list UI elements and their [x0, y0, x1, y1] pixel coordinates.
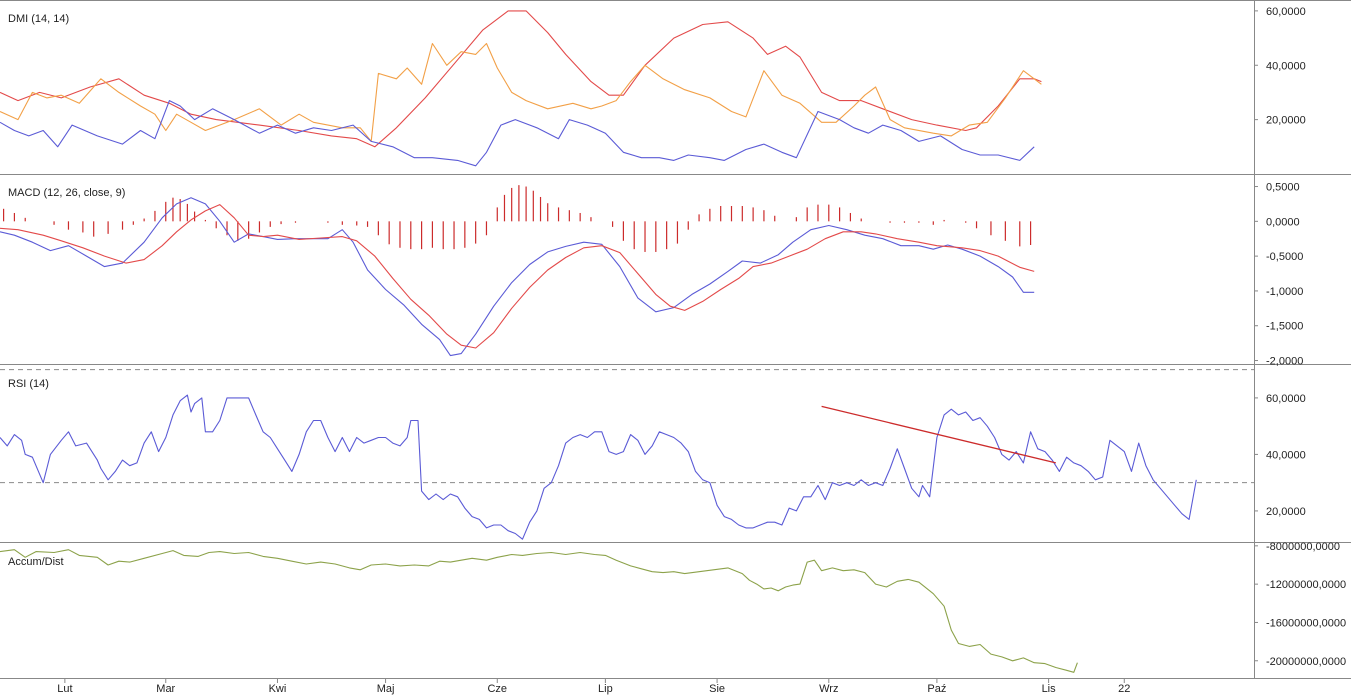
macd-series-line-1 [0, 204, 1035, 349]
panel-title-rsi: RSI (14) [8, 378, 49, 390]
x-tick-label-0: Lut [57, 683, 72, 695]
x-tick-label-2: Kwi [269, 683, 287, 695]
series-lines [0, 10, 1197, 673]
accum-dist-series-line-0 [0, 549, 1078, 673]
x-axis-ticks: Lut Mar Kwi Maj Cze Lip Sie Wrz Paź Lis 22 [57, 678, 1130, 695]
rsi-reference-lines [0, 369, 1254, 484]
rsi-trendline [821, 405, 1056, 464]
macd-ytick-label-4: -1,5000 [1266, 321, 1303, 333]
x-tick-label-10: 22 [1118, 683, 1130, 695]
accum-dist-ytick-label-1: -12000000,0000 [1266, 579, 1346, 591]
dmi-ytick-label-0: 60,0000 [1266, 6, 1306, 18]
dmi-ytick-label-2: 20,0000 [1266, 115, 1306, 127]
rsi-series-line-0 [0, 394, 1197, 540]
x-tick-label-5: Lip [598, 683, 613, 695]
x-tick-label-3: Maj [377, 683, 395, 695]
x-tick-label-9: Lis [1042, 683, 1057, 695]
macd-histogram [3, 185, 1032, 252]
macd-ytick-label-2: -0,5000 [1266, 251, 1303, 263]
dmi-series-line-0 [0, 10, 1042, 148]
dmi-series-line-1 [0, 42, 1042, 142]
y-axis-ticks: 60,0000 40,0000 20,0000 0,5000 0,0000 -0,5000… [1254, 6, 1346, 668]
accum-dist-ytick-label-0: -8000000,0000 [1266, 541, 1340, 553]
panel-title-dmi: DMI (14, 14) [8, 13, 69, 25]
x-tick-label-7: Wrz [819, 683, 838, 695]
dmi-series-line-2 [0, 100, 1035, 167]
panel-frames [0, 0, 1351, 679]
macd-ytick-label-3: -1,0000 [1266, 286, 1303, 298]
macd-series-line-0 [0, 197, 1035, 357]
x-tick-label-6: Sie [709, 683, 725, 695]
macd-ytick-label-0: 0,5000 [1266, 182, 1300, 194]
macd-ytick-label-1: 0,0000 [1266, 216, 1300, 228]
panel-title-accum-dist: Accum/Dist [8, 556, 64, 568]
x-tick-label-8: Paź [927, 683, 946, 695]
panel-title-macd: MACD (12, 26, close, 9) [8, 187, 125, 199]
accum-dist-ytick-label-2: -16000000,0000 [1266, 617, 1346, 629]
macd-ytick-label-5: -2,0000 [1266, 356, 1303, 368]
rsi-ytick-label-0: 60,0000 [1266, 393, 1306, 405]
x-tick-label-4: Cze [487, 683, 507, 695]
accum-dist-ytick-label-3: -20000000,0000 [1266, 656, 1346, 668]
rsi-trendline [821, 405, 1056, 464]
x-tick-label-1: Mar [156, 683, 175, 695]
rsi-ytick-label-1: 40,0000 [1266, 449, 1306, 461]
dmi-ytick-label-1: 40,0000 [1266, 60, 1306, 72]
rsi-ytick-label-2: 20,0000 [1266, 506, 1306, 518]
